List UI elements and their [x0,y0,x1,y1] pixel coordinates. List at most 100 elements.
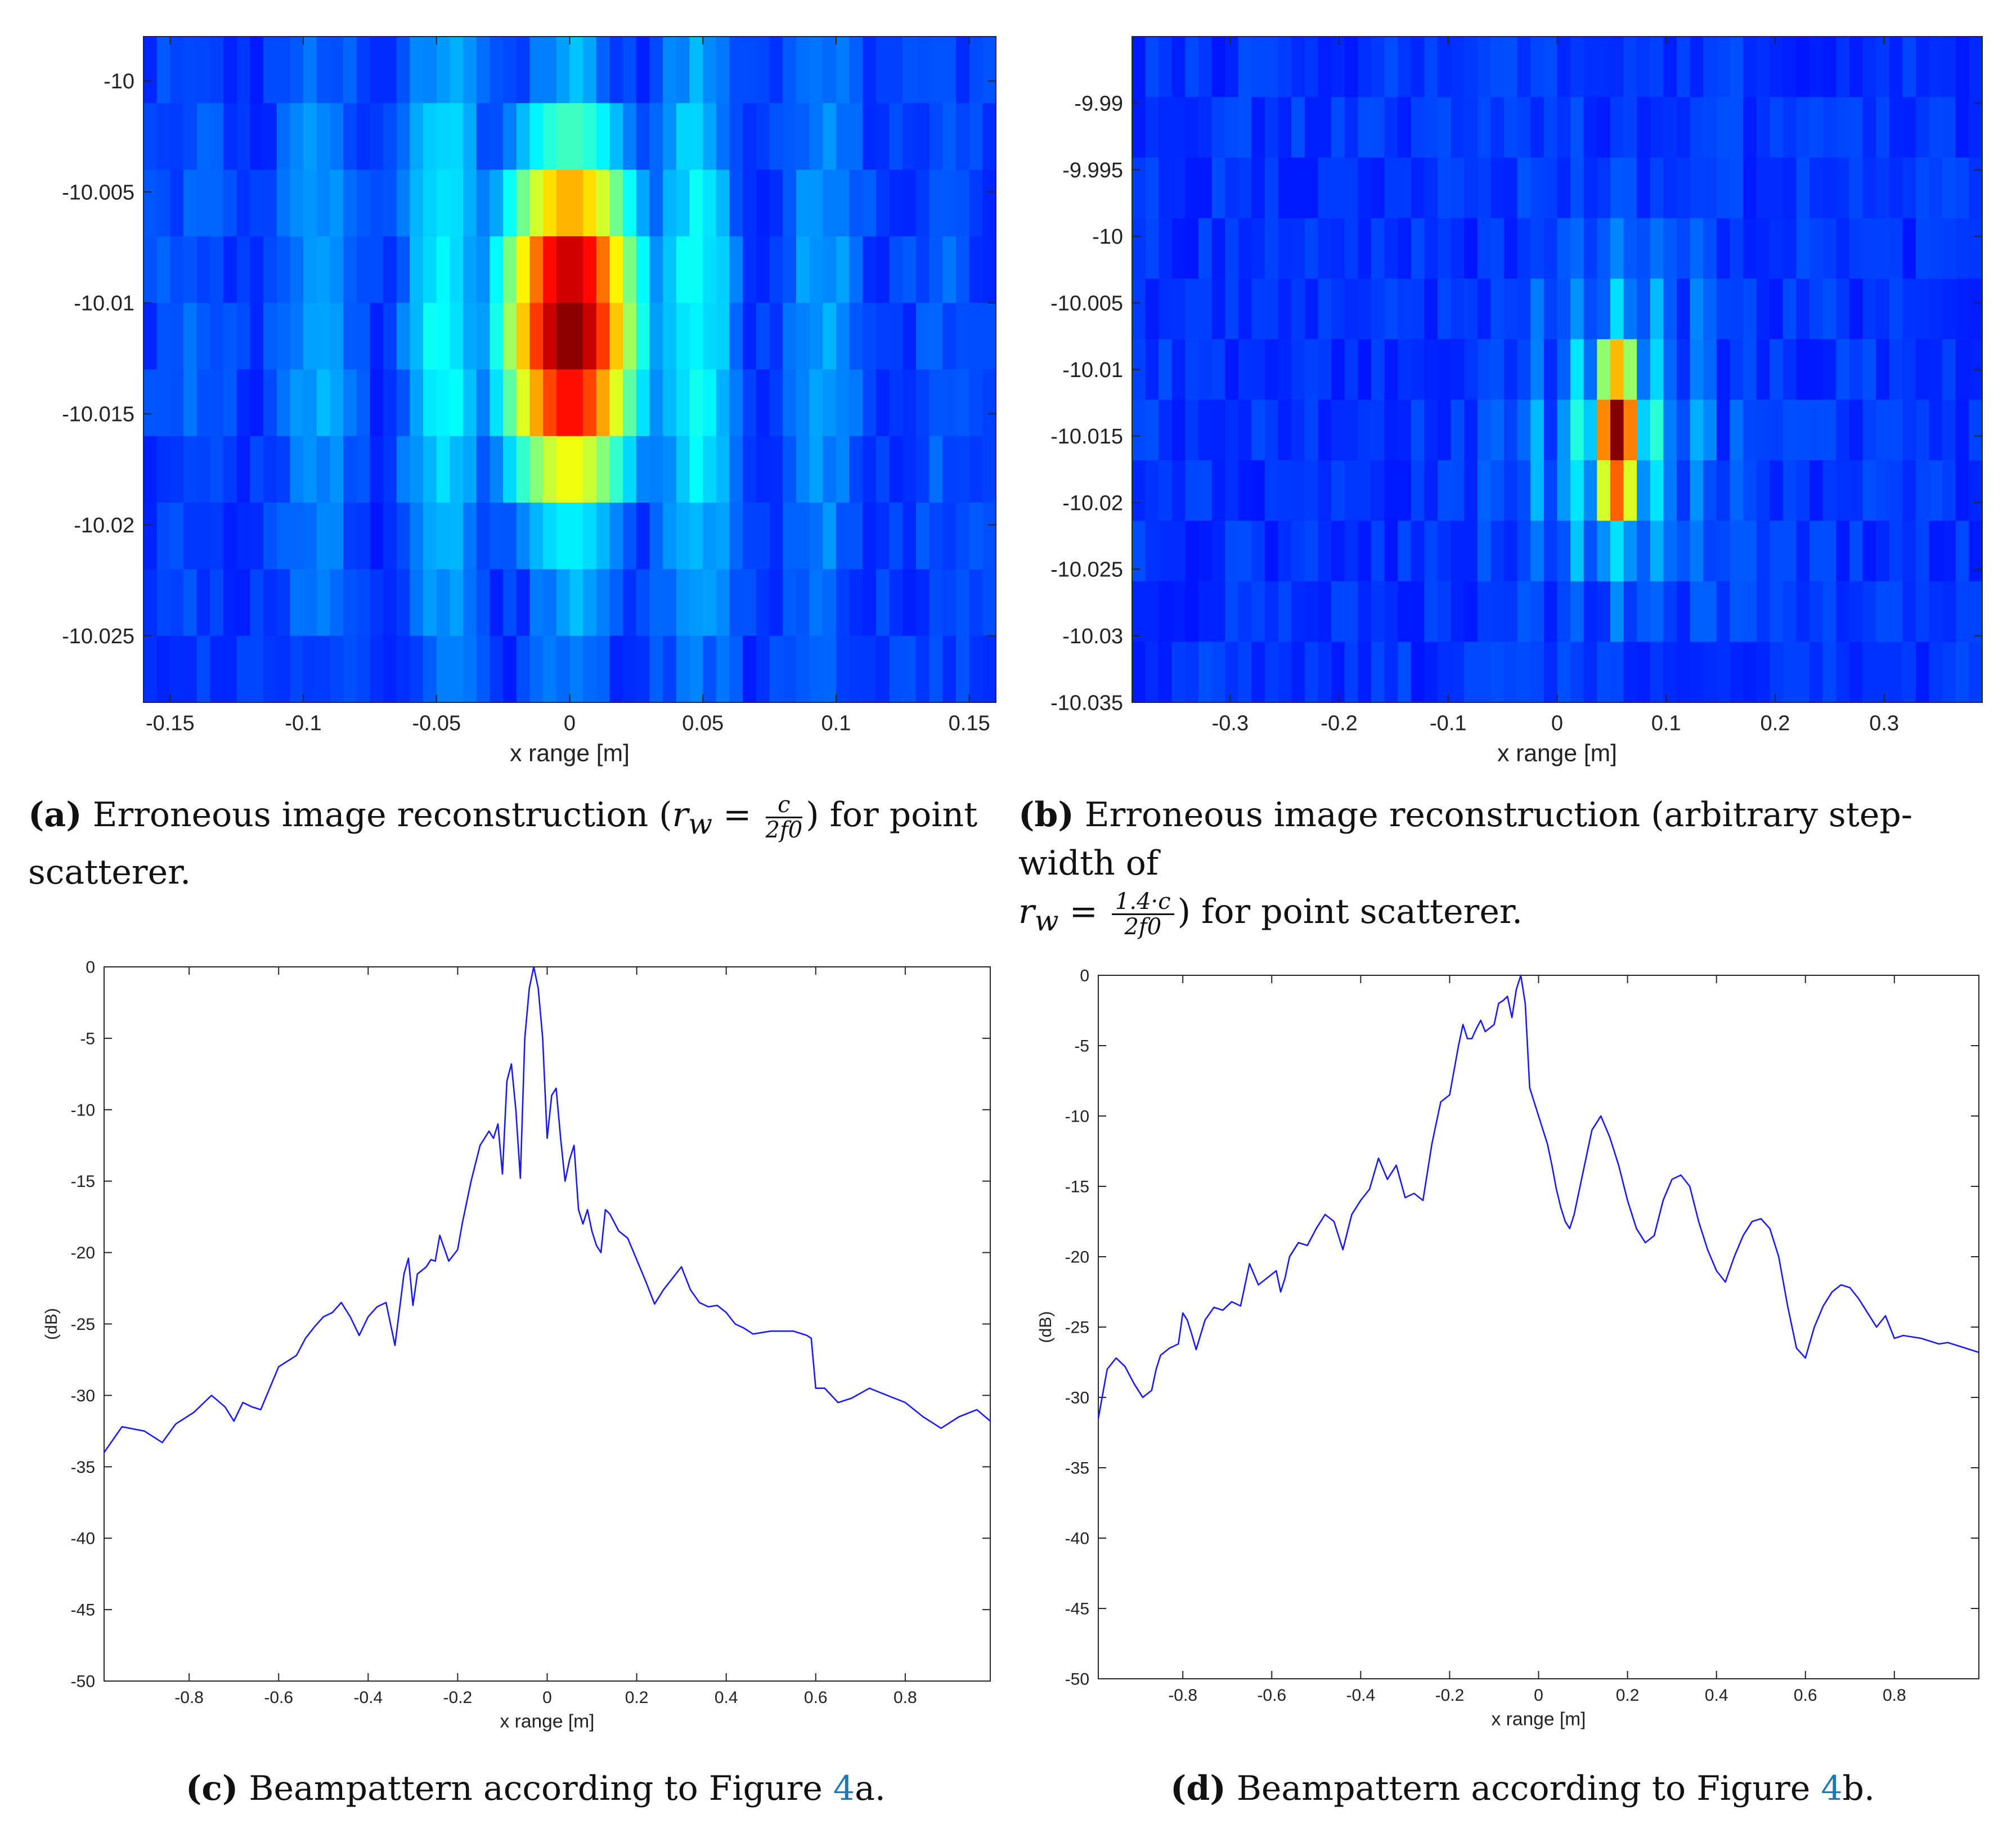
heatmap-cell [1490,400,1505,461]
heatmap-cell [263,436,277,503]
heatmap-cell [676,436,690,503]
data-point [1480,1020,1481,1021]
chart-d-series-line [1097,974,1979,1419]
heatmap-cell [1238,339,1252,401]
heatmap-cell [1650,158,1664,219]
heatmap-cell [1597,218,1611,279]
heatmap-cell [1504,339,1518,401]
heatmap-cell [649,169,664,237]
heatmap-cell [863,436,877,503]
heatmap-cell [1371,642,1385,703]
heatmap-cell [1915,37,1930,98]
data-point [1551,1164,1552,1166]
x-tick-label: 0.4 [715,1688,738,1707]
heatmap-cell [1517,460,1532,522]
heatmap-cell [1862,400,1876,461]
heatmap-cell [516,436,531,503]
heatmap-cell [1716,400,1731,461]
x-tick-label: -0.2 [1435,1686,1465,1705]
heatmap-cell [929,503,944,570]
heatmap-cell [1770,400,1784,461]
data-point [376,1306,378,1307]
heatmap-cell [823,103,837,171]
heatmap-cell [1543,400,1558,461]
heatmap-cell [1796,158,1810,219]
data-point [430,1259,432,1261]
heatmap-cell [263,503,277,570]
y-tick-label: -5 [80,1029,95,1048]
heatmap-cell [1371,218,1385,279]
heatmap-cell [796,635,810,703]
heatmap-cell [915,436,930,503]
heatmap-cell [1265,218,1279,279]
data-point [1458,1045,1459,1046]
heatmap-cell [783,303,797,370]
heatmap-cell [463,635,477,703]
heatmap-cell [1583,521,1598,582]
heatmap-cell [1889,97,1903,158]
heatmap-cell [1304,521,1319,582]
heatmap-cell [316,103,331,171]
heatmap-cell [436,303,451,370]
heatmap-cell [809,436,824,503]
x-tick-label: -0.8 [174,1688,204,1707]
data-point [1725,1281,1726,1283]
heatmap-cell [1265,642,1279,703]
heatmap-cell [889,303,904,370]
heatmap-cell [1171,218,1186,279]
heatmap-cell [1756,581,1771,643]
heatmap-cell [1676,581,1691,643]
heatmap-cell [476,369,491,437]
heatmap-cell [823,635,837,703]
caption-a-text1: Erroneous image reconstruction ( [92,795,672,835]
caption-c-ref[interactable]: 4 [833,1769,855,1808]
data-point [905,1402,906,1403]
y-tick-label: 0 [86,958,95,977]
caption-a: (a) Erroneous image reconstruction (rw =… [28,791,1018,897]
heatmap-cell [769,569,784,637]
x-tick-label: 0.8 [1883,1686,1906,1705]
heatmap-cell [1265,400,1279,461]
heatmap-cell [1756,400,1771,461]
heatmap-cell [383,169,397,237]
heatmap-cell [636,569,650,637]
heatmap-cell [463,303,477,370]
heatmap-cell [1623,37,1637,98]
data-point [1858,1298,1860,1299]
heatmap-cell [1743,521,1757,582]
heatmap-cell [303,103,317,171]
heatmap-cell [1743,279,1757,340]
heatmap-cell [1211,521,1226,582]
heatmap-cell [1557,218,1571,279]
heatmap-cell [1238,581,1252,643]
heatmap-cell [1344,581,1359,643]
heatmap-cell [1663,279,1677,340]
x-tick-label: 0.2 [1761,711,1790,735]
heatmap-cell [1676,158,1691,219]
heatmap-cell [1862,339,1876,401]
heatmap-cell [623,169,637,237]
heatmap-cell [663,369,677,437]
heatmap-cell [276,635,291,703]
heatmap-cell [1650,460,1664,522]
heatmap-cell [223,303,237,370]
heatmap-cell [370,103,384,171]
heatmap-cell [316,303,331,370]
heatmap-cell [1384,97,1398,158]
heatmap-cell [569,635,583,703]
heatmap-cell [1198,97,1213,158]
heatmap-cell [863,169,877,237]
heatmap-cell [276,37,291,104]
caption-a-den: 2f0 [765,817,803,843]
y-tick-label: -9.995 [1062,159,1123,182]
heatmap-cell [330,503,344,570]
heatmap-cell [663,503,677,570]
caption-d-ref[interactable]: 4 [1821,1769,1843,1808]
heatmap-cell [410,569,424,637]
heatmap-cell [1318,279,1332,340]
heatmap-cell [343,103,357,171]
heatmap-cell [423,436,437,503]
heatmap-cell [915,369,930,437]
data-point [869,1387,870,1389]
heatmap-cell [263,236,277,303]
